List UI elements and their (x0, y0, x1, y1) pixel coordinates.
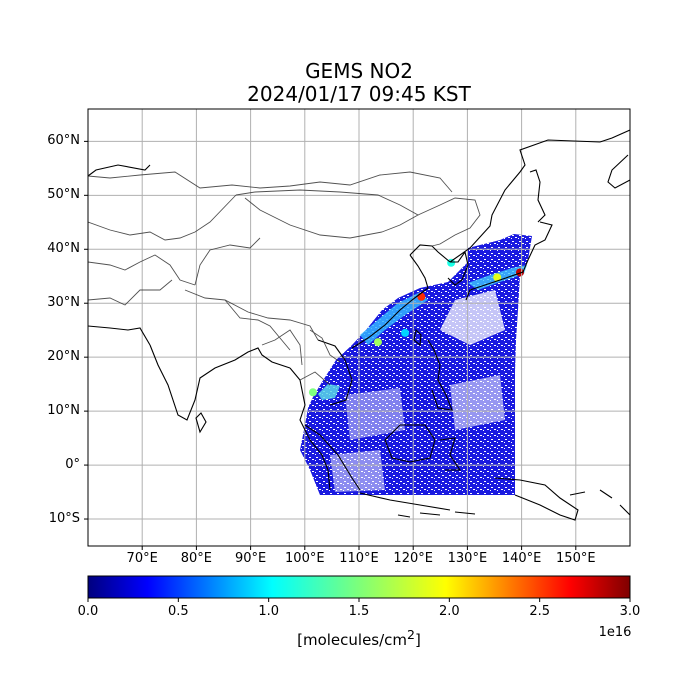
colorbar-tick-label: 0.0 (77, 604, 99, 619)
chart-subtitle: 2024/01/17 09:45 KST (247, 82, 471, 106)
colorbar-tick-label: 2.0 (438, 604, 460, 619)
lon-tick-label: 70°E (126, 551, 158, 566)
coast-arabian-sea (88, 325, 151, 346)
coast-north-russia (88, 164, 151, 177)
no2-gap-4 (330, 450, 385, 492)
no2-hotspot (417, 292, 426, 301)
colorbar (87, 575, 631, 599)
colorbar-tick-label: 2.5 (529, 604, 550, 619)
coast-philippines (427, 339, 453, 411)
colorbar-unit-label: [molecules/cm2] (297, 627, 421, 649)
coast-sulawesi (439, 437, 462, 471)
border-nepal-bhutan (224, 299, 291, 351)
lat-tick-label: 40°N (47, 241, 80, 257)
coast-korea (447, 250, 469, 286)
lon-tick-label: 140°E (501, 551, 542, 566)
coast-russia-east (449, 139, 601, 263)
lon-tick-label: 100°E (285, 551, 325, 566)
border-stans (88, 254, 196, 286)
no2-hotspot (401, 328, 410, 337)
coast-sri-lanka (195, 412, 207, 434)
coast-new-guinea (494, 477, 579, 521)
coast-china (351, 254, 429, 349)
border-afghan-pak (88, 279, 173, 306)
borders-layer (88, 171, 481, 386)
gridlines (88, 109, 630, 546)
no2-bangkok-plume (318, 384, 340, 400)
no2-hotspot (493, 273, 502, 282)
chart-title: GEMS NO2 (305, 59, 413, 83)
coast-borneo (384, 424, 436, 463)
coast-bohai (409, 244, 451, 263)
border-se-asia (299, 329, 341, 386)
lon-tick-label: 80°E (180, 551, 213, 566)
lon-tick-marks (141, 546, 577, 550)
coast-sakhalin (529, 169, 546, 223)
no2-data-layer (300, 234, 532, 495)
coast-taiwan (413, 328, 422, 347)
no2-gap-2 (450, 375, 505, 430)
coast-myanmar-malay (289, 367, 331, 491)
no2-gap-1 (440, 290, 505, 345)
border-central-asia (88, 194, 237, 241)
border-china-manchuria (417, 197, 481, 247)
coast-pacific-islands (569, 489, 630, 516)
colorbar-tick-label: 3.0 (619, 604, 641, 619)
coast-java (359, 492, 451, 511)
no2-hotspot (373, 338, 382, 347)
border-russia-kazakh (88, 171, 453, 193)
coast-sumatra (304, 424, 361, 491)
lat-tick-label: 0° (65, 457, 80, 473)
colorbar-tick-label: 0.5 (167, 604, 189, 619)
coastlines-layer (88, 129, 630, 521)
lat-tick-label: 20°N (47, 349, 80, 365)
colorbar-tick-label: 1.0 (258, 604, 279, 619)
coast-japan (465, 221, 553, 301)
border-china-west (194, 237, 261, 286)
lon-tick-label: 150°E (556, 551, 596, 566)
coast-india (149, 344, 291, 421)
lon-tick-label: 110°E (339, 551, 379, 566)
lat-tick-label: 10°N (47, 403, 80, 419)
border-mongolia (235, 189, 419, 239)
colorbar-exponent-label: 1e16 (598, 625, 632, 640)
lat-tick-label: 60°N (47, 133, 80, 149)
coast-kamchatka (599, 129, 630, 189)
lat-tick-label: 50°N (47, 187, 80, 203)
border-bangladesh-myanmar (261, 329, 303, 366)
lat-tick-marks (84, 140, 88, 520)
lon-tick-label: 90°E (234, 551, 267, 566)
no2-hotspot (308, 388, 317, 397)
colorbar-tick-label: 1.5 (348, 604, 370, 619)
lon-tick-label: 130°E (447, 551, 488, 566)
lon-tick-label: 120°E (393, 551, 433, 566)
coast-lesser-sunda (397, 511, 476, 518)
border-india-china (184, 289, 319, 341)
coast-indochina (317, 339, 353, 406)
no2-gap-3 (345, 388, 405, 440)
lat-tick-label: 10°S (48, 511, 80, 527)
lat-tick-label: 30°N (47, 295, 80, 311)
colorbar-ticks (87, 598, 631, 602)
